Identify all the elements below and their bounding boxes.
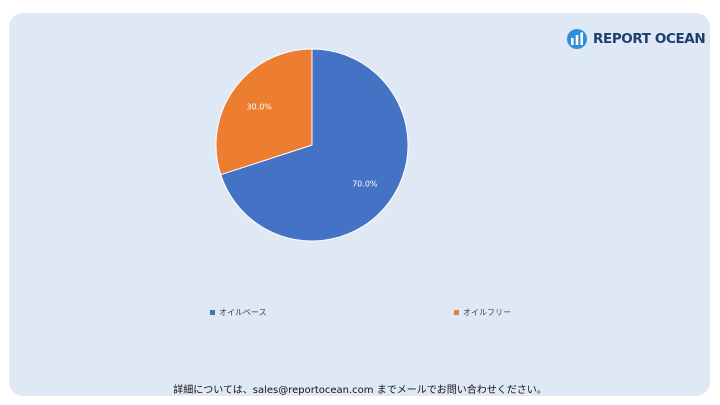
legend-swatch: [454, 309, 459, 315]
legend-label: オイルベース: [219, 307, 267, 317]
brand-name: REPORT OCEAN: [593, 31, 706, 47]
brand-logo: REPORT OCEAN: [566, 28, 706, 50]
data-label-2: 30.0%: [246, 103, 272, 112]
legend-item-oil-free: オイルフリー: [454, 306, 511, 318]
pie-slice-1: [220, 48, 409, 242]
legend-swatch: [210, 309, 215, 315]
legend-item-oil-based: オイルベース: [210, 306, 267, 318]
report-ocean-logo-icon: [567, 29, 587, 49]
data-label-1: 70.0%: [352, 179, 378, 188]
pie-slice-2: [215, 48, 313, 176]
legend-label: オイルフリー: [463, 307, 511, 317]
footer-contact-text: 詳細については、sales@reportocean.com までメールでお問い合…: [173, 385, 547, 396]
